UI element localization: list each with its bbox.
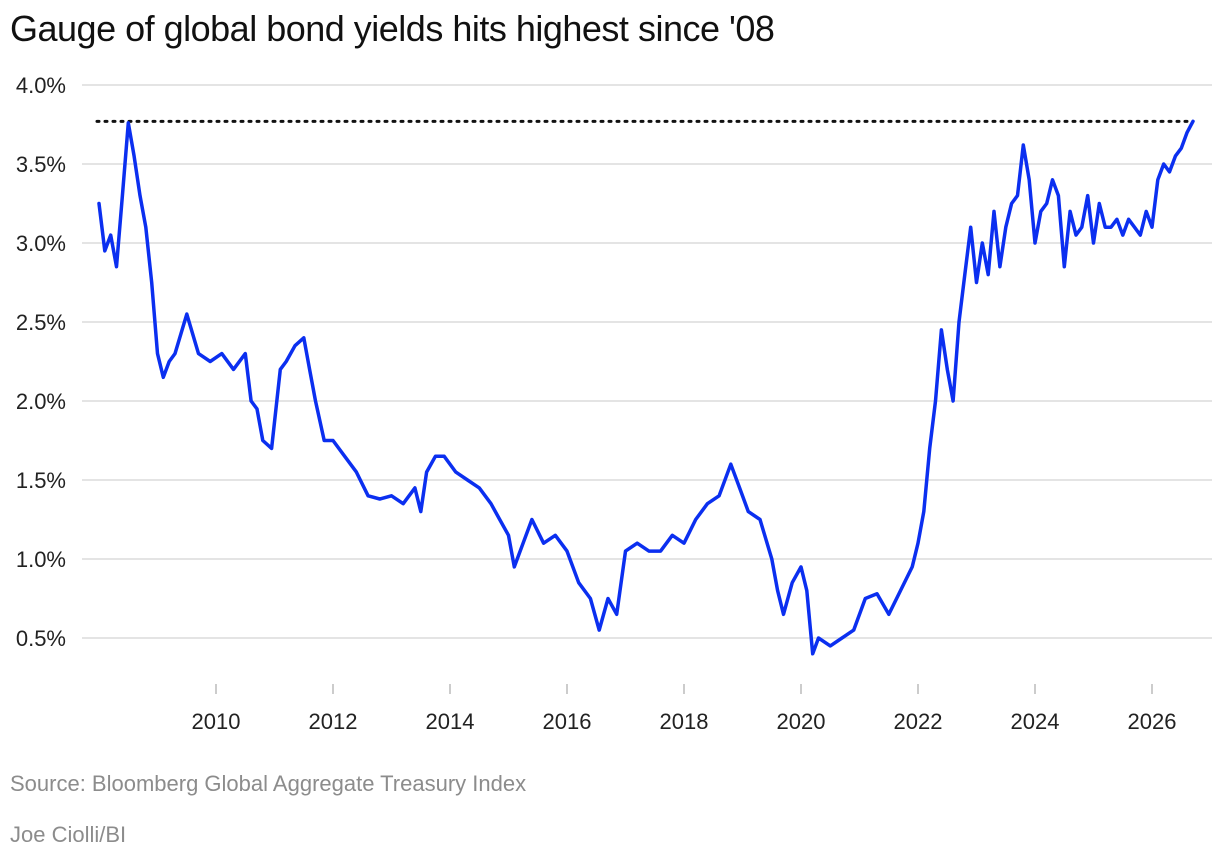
y-axis: 0.5% 1.0% 1.5% 2.0% 2.5% 3.0% 3.5% 4.0% <box>16 73 66 651</box>
y-tick-label: 3.0% <box>16 231 66 256</box>
y-tick-label: 2.5% <box>16 310 66 335</box>
x-axis: 2010 2012 2014 2016 2018 2020 2022 2024 2026 <box>192 684 1177 734</box>
gridlines <box>82 84 1212 639</box>
x-tick-label: 2016 <box>543 709 592 734</box>
y-tick-label: 1.0% <box>16 547 66 572</box>
chart-title: Gauge of global bond yields hits highest… <box>10 8 775 49</box>
x-tick-label: 2014 <box>426 709 475 734</box>
x-tick-label: 2012 <box>309 709 358 734</box>
x-tick-label: 2020 <box>777 709 826 734</box>
series-line <box>97 119 1195 656</box>
y-tick-label: 3.5% <box>16 152 66 177</box>
credit-note: Joe Ciolli/BI <box>10 822 127 847</box>
y-tick-label: 2.0% <box>16 389 66 414</box>
x-tick-label: 2026 <box>1128 709 1177 734</box>
x-tick-label: 2010 <box>192 709 241 734</box>
y-tick-label: 4.0% <box>16 73 66 98</box>
x-tick-label: 2022 <box>894 709 943 734</box>
x-tick-label: 2018 <box>660 709 709 734</box>
y-tick-label: 1.5% <box>16 468 66 493</box>
y-tick-label: 0.5% <box>16 626 66 651</box>
x-tick-label: 2024 <box>1011 709 1060 734</box>
source-note: Source: Bloomberg Global Aggregate Treas… <box>10 771 527 796</box>
